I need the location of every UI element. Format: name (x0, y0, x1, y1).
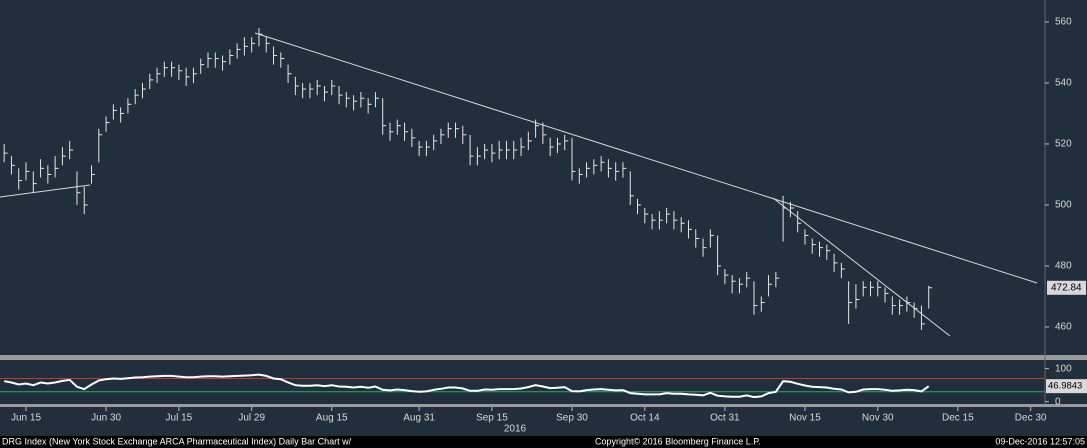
x-tick-label: Jun 15 (11, 413, 41, 424)
last-price-label: 472.84 (1051, 282, 1082, 293)
last-value-box (1046, 379, 1087, 394)
panel-separator (0, 355, 1087, 360)
x-tick-label: Aug 15 (316, 413, 348, 424)
footer-copyright: Copyright© 2016 Bloomberg Finance L.P. (595, 436, 761, 446)
footer-bar (0, 436, 1087, 448)
background (0, 0, 1087, 436)
y-tick-label: 100 (1055, 363, 1072, 374)
x-tick-label: Oct 14 (630, 413, 660, 424)
x-tick-label: Oct 31 (710, 413, 740, 424)
trend-line (772, 197, 951, 337)
y-tick-label: 520 (1055, 139, 1072, 150)
x-tick-label: Sep 15 (476, 413, 508, 424)
x-tick-label: Nov 15 (789, 413, 821, 424)
y-tick-label: 540 (1055, 78, 1072, 89)
panel-separator (0, 404, 1087, 407)
plot: 460 480 500 520 540 560 472.84 0 100 46.9843 Jun 1… (0, 17, 1087, 424)
y-tick-label: 0 (1055, 396, 1061, 407)
footer-title: DRG Index (New York Stock Exchange ARCA … (2, 436, 352, 446)
last-price-box (1047, 280, 1086, 295)
y-tick-label: 460 (1055, 322, 1072, 333)
x-tick-label: Nov 30 (862, 413, 894, 424)
indicator-line (4, 373, 930, 399)
x-tick-label: Jul 15 (166, 413, 193, 424)
x-tick-label: Aug 31 (403, 413, 435, 424)
trend-line (254, 32, 1038, 284)
y-tick-label: 480 (1055, 261, 1072, 272)
x-tick-label: Jul 29 (238, 413, 265, 424)
x-year-label: 2016 (504, 424, 527, 435)
last-value-label: 46.9843 (1048, 381, 1082, 392)
x-tick-label: Dec 30 (1015, 413, 1047, 424)
footer-timestamp: 09-Dec-2016 12:57:05 (995, 436, 1085, 446)
x-tick-label: Dec 15 (942, 413, 974, 424)
y-tick-label: 560 (1055, 17, 1072, 28)
y-tick-label: 500 (1055, 200, 1072, 211)
x-tick-label: Sep 30 (556, 413, 588, 424)
trend-line (0, 184, 91, 198)
x-tick-label: Jun 30 (91, 413, 121, 424)
